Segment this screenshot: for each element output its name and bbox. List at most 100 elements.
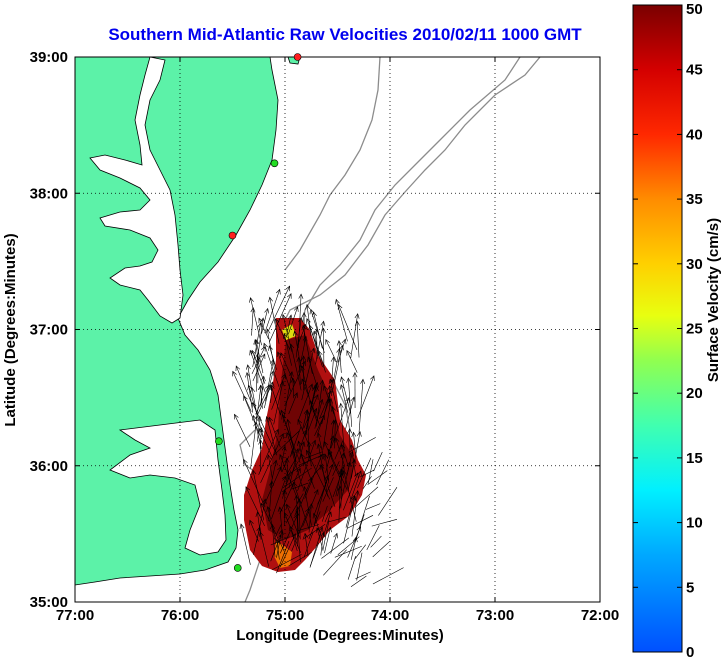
velocity-vector-head	[301, 355, 307, 361]
velocity-vector	[313, 464, 334, 516]
velocity-vector	[330, 533, 338, 554]
x-tick-label: 73:00	[476, 607, 514, 624]
velocity-vector	[348, 378, 353, 427]
velocity-vector-head	[234, 413, 239, 420]
velocity-vector	[314, 399, 323, 429]
colorbar-tick-label: 5	[686, 579, 694, 596]
velocity-vector	[252, 470, 265, 521]
velocity-vector-head	[325, 338, 330, 345]
velocity-vector	[335, 469, 342, 497]
velocity-vector	[325, 451, 332, 473]
velocity-vector	[258, 429, 279, 475]
velocity-vector	[298, 524, 320, 531]
velocity-vector-head	[279, 454, 284, 460]
velocity-vector	[320, 464, 336, 507]
velocity-vector-head	[260, 353, 266, 360]
velocity-vector	[353, 432, 356, 454]
velocity-vector	[279, 507, 284, 548]
velocity-vector-head	[252, 402, 257, 408]
colorbar-gradient	[632, 4, 683, 653]
velocity-vector	[309, 400, 318, 423]
velocity-vector	[282, 467, 312, 489]
radar-site-marker	[233, 564, 242, 572]
velocity-vector	[288, 551, 312, 567]
velocity-vector	[338, 304, 358, 351]
velocity-vector	[346, 350, 358, 373]
velocity-vector	[291, 482, 309, 490]
velocity-vector-head	[308, 503, 314, 509]
velocity-vector	[260, 376, 265, 407]
velocity-vector	[345, 397, 355, 430]
velocity-vector-head	[274, 428, 279, 435]
velocity-vector	[235, 365, 253, 405]
velocity-vector	[317, 490, 325, 505]
velocity-vector-head	[251, 414, 257, 421]
velocity-vector-head	[294, 448, 300, 454]
velocity-vector	[250, 421, 257, 469]
velocity-vector-head	[261, 345, 266, 352]
radar-site-marker	[228, 231, 237, 240]
velocity-vector-head	[340, 376, 345, 382]
velocity-vector	[279, 533, 296, 568]
y-tick-label: 36:00	[30, 458, 68, 475]
velocity-vector-head	[301, 312, 307, 318]
velocity-vector	[245, 486, 265, 527]
velocity-vector	[271, 476, 287, 520]
velocity-vector-head	[264, 307, 270, 314]
velocity-vector	[286, 458, 297, 476]
velocity-vector-head	[300, 441, 306, 447]
velocity-vector	[263, 343, 280, 387]
velocity-vector-head	[256, 526, 262, 532]
velocity-vector-head	[346, 349, 351, 356]
velocity-vector-head	[251, 469, 257, 476]
velocity-vector	[341, 376, 352, 415]
velocity-vector-head	[310, 347, 316, 354]
velocity-vector-head	[327, 390, 332, 396]
velocity-vector-head	[316, 443, 322, 449]
pamlico-sound	[109, 419, 227, 556]
velocity-vector-head	[260, 317, 265, 323]
velocity-vector-head	[300, 365, 305, 371]
velocity-vector-head	[332, 419, 338, 425]
velocity-vector-head	[319, 464, 325, 470]
velocity-vector	[331, 345, 343, 393]
velocity-vector-head	[262, 498, 267, 505]
velocity-vector	[310, 309, 325, 353]
velocity-vector	[334, 440, 344, 460]
velocity-vector-head	[297, 419, 303, 425]
velocity-vector-head	[303, 409, 309, 415]
velocity-vector-head	[354, 490, 360, 496]
velocity-vector	[273, 381, 284, 425]
velocity-vector	[251, 307, 254, 336]
velocity-vector-head	[336, 347, 342, 354]
velocity-vector	[324, 441, 340, 478]
velocity-vector-head	[303, 532, 309, 539]
y-tick-label: 37:00	[30, 322, 68, 339]
velocity-vector	[284, 489, 286, 527]
map-title: Southern Mid-Atlantic Raw Velocities 201…	[108, 25, 582, 44]
velocity-vector	[320, 532, 324, 556]
velocity-vector-head	[245, 364, 251, 370]
velocity-vector-head	[351, 431, 357, 438]
velocity-vector-head	[280, 352, 285, 358]
velocity-vector-head	[295, 506, 301, 512]
velocity-vector	[298, 294, 302, 349]
colorbar-tick-label: 0	[686, 644, 694, 659]
velocity-vector-head	[286, 418, 291, 425]
velocity-vector	[330, 397, 350, 449]
velocity-vector-head	[249, 519, 254, 526]
bathymetry-contour-inner	[284, 57, 381, 271]
velocity-vector	[316, 329, 318, 359]
velocity-vector-head	[285, 503, 291, 510]
velocity-vector	[288, 392, 298, 415]
velocity-vector	[298, 453, 326, 466]
velocity-vector	[309, 325, 323, 368]
velocity-vector-head	[318, 526, 324, 533]
velocity-vector	[282, 371, 293, 423]
velocity-vector	[302, 523, 326, 540]
velocity-vector	[260, 433, 284, 483]
velocity-vector	[351, 490, 359, 537]
velocity-vector	[255, 385, 272, 419]
velocity-vector-head	[352, 536, 358, 543]
velocity-vector	[323, 385, 335, 415]
